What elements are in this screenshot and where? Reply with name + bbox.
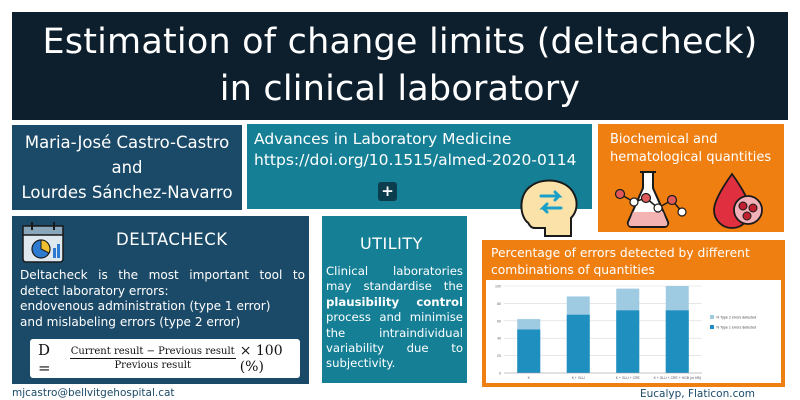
bar-type1 (566, 314, 590, 373)
errors-bar-chart: 0 20 40 60 80 100 K K + GLU K + GLU + CRE K + GLU… (495, 285, 756, 381)
calendar-chart-icon (22, 222, 64, 263)
utility-text-1: Clinical laboratories may standardise th… (326, 264, 463, 294)
y-tick-label: 20 (497, 354, 501, 358)
y-tick-label: 80 (497, 302, 501, 306)
y-tick-label: 100 (495, 285, 501, 289)
formula-numerator: Current result − Previous result (69, 346, 236, 359)
utility-panel: UTILITY Clinical laboratories may standa… (322, 216, 467, 383)
chart-heading: Percentage of errors detected by differe… (491, 245, 781, 279)
journal-doi-link[interactable]: https://doi.org/10.1515/almed-2020-0114 (254, 151, 577, 169)
chart-panel: Percentage of errors detected by differe… (482, 240, 785, 387)
legend-swatch-type2 (710, 315, 714, 319)
legend-label-type1: % Type 1 errors detected (716, 326, 756, 330)
authors-and: and (111, 158, 143, 177)
formula-fraction: Current result − Previous result Previou… (69, 346, 236, 371)
quantities-line-2: hematological quantities (610, 150, 772, 165)
authors-panel: Maria-José Castro-Castro and Lourdes Sán… (12, 125, 242, 210)
bar-type1 (665, 310, 689, 373)
bar-type1 (616, 310, 640, 373)
formula-lhs: D = (38, 340, 51, 377)
legend-label-type2: % Type 2 errors detected (716, 316, 756, 320)
formula-denominator: Previous result (114, 360, 191, 371)
bar-type1 (517, 329, 541, 373)
deltacheck-heading: DELTACHECK (116, 230, 228, 249)
deltacheck-intro: Deltacheck is the most important tool to… (20, 268, 305, 298)
chart-heading-line-2: combinations of quantities (491, 263, 655, 277)
utility-text-bold: plausibility control (326, 294, 463, 309)
brain-arrows-icon (520, 179, 578, 237)
y-tick-label: 40 (497, 337, 501, 341)
deltacheck-type1: endovenous administration (type 1 error) (20, 299, 271, 313)
expand-plus-button[interactable]: + (378, 182, 397, 201)
title-banner: Estimation of change limits (deltacheck)… (12, 12, 788, 120)
utility-heading: UTILITY (360, 234, 423, 253)
journal-panel: Advances in Laboratory Medicine https://… (247, 124, 592, 209)
chart-heading-line-1: Percentage of errors detected by differe… (491, 246, 750, 260)
deltacheck-body: Deltacheck is the most important tool to… (20, 268, 305, 330)
x-tick-label: K + GLU + CRE + HGB (or HB) (654, 376, 701, 380)
legend-swatch-type1 (710, 325, 714, 329)
y-tick-label: 60 (497, 319, 501, 323)
formula-rhs: × 100 (%) (239, 342, 283, 375)
x-tick-label: K (528, 376, 531, 380)
author-2: Lourdes Sánchez-Navarro (21, 183, 233, 202)
journal-name: Advances in Laboratory Medicine (254, 130, 512, 148)
title-line-2: in clinical laboratory (219, 69, 581, 109)
chart-area: 0 20 40 60 80 100 K K + GLU K + GLU + CRE K + GLU… (486, 280, 781, 383)
x-tick-label: K + GLU (572, 376, 586, 380)
author-1: Maria-José Castro-Castro (24, 133, 230, 152)
contact-email[interactable]: mjcastro@bellvitgehospital.cat (12, 387, 175, 399)
lab-flask-molecule-icon (614, 171, 687, 228)
quantities-panel: Biochemical and hematological quantities (598, 124, 784, 232)
y-tick-label: 0 (499, 372, 501, 376)
utility-body: Clinical laboratories may standardise th… (326, 264, 463, 372)
icon-credit: Eucalyp, Flaticon.com (640, 388, 756, 400)
title-line-1: Estimation of change limits (deltacheck) (42, 22, 758, 62)
utility-text-2: process and minimise the intraindividual… (326, 310, 463, 371)
blood-drop-cells-icon (713, 172, 763, 229)
deltacheck-type2: and mislabeling errors (type 2 error) (20, 314, 241, 329)
x-tick-label: K + GLU + CRE (616, 376, 641, 380)
deltacheck-formula: D = Current result − Previous result Pre… (30, 339, 300, 378)
quantities-line-1: Biochemical and (610, 132, 718, 147)
